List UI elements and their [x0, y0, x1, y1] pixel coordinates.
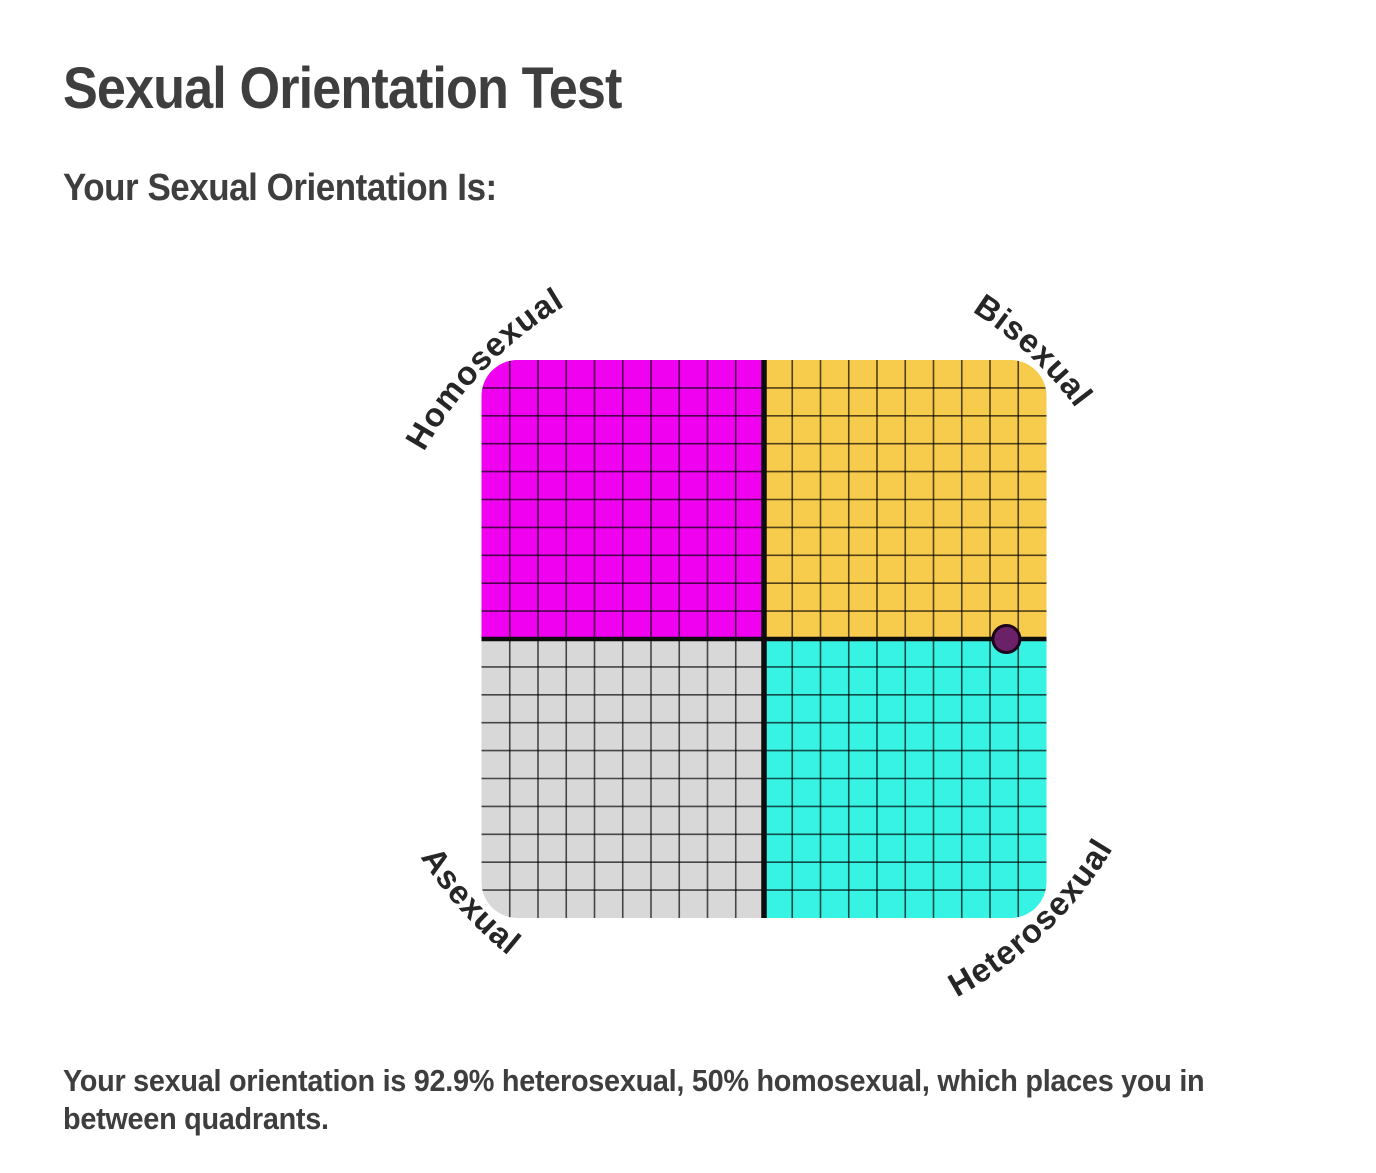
result-text: Your sexual orientation is 92.9% heteros…	[63, 1063, 1205, 1136]
quadrant-chart-svg: Homosexual Bisexual Asexual Heterosexual	[398, 280, 1118, 1004]
orientation-quadrant-chart: Homosexual Bisexual Asexual Heterosexual	[314, 189, 1214, 1089]
result-heading: Your Sexual Orientation Is:	[63, 167, 497, 209]
result-point	[991, 624, 1022, 654]
page-title: Sexual Orientation Test	[63, 56, 622, 121]
